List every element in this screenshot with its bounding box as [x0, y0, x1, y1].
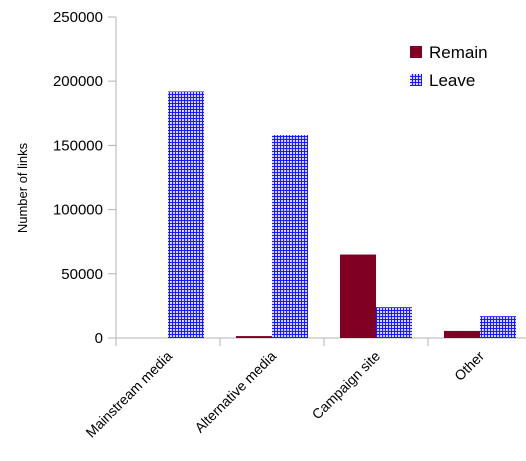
legend-swatch-remain: [410, 46, 422, 58]
legend-label-leave: Leave: [429, 71, 475, 90]
legend-swatch-leave: [410, 74, 422, 86]
legend: Remain Leave: [410, 43, 488, 90]
y-tick-label: 100000: [53, 202, 103, 219]
y-axis: 0 50000 100000 150000 200000 250000: [53, 9, 117, 347]
legend-label-remain: Remain: [429, 43, 488, 62]
y-tick-label: 150000: [53, 137, 103, 154]
bar-leave-campaign-site: [376, 307, 412, 338]
y-tick-label: 250000: [53, 9, 103, 26]
y-axis-title: Number of links: [15, 142, 30, 233]
bar-leave-alternative-media: [272, 135, 308, 338]
bar-leave-mainstream-media: [168, 91, 204, 338]
bar-remain-alternative-media: [236, 336, 272, 338]
bar-remain-other: [444, 330, 480, 338]
x-axis: Mainstream media Alternative media Campaig…: [82, 337, 526, 441]
x-tick-label: Alternative media: [191, 348, 279, 436]
bar-leave-other: [480, 316, 516, 338]
x-tick-label: Other: [451, 348, 487, 384]
x-tick-label: Campaign site: [309, 348, 384, 423]
bar-remain-campaign-site: [340, 254, 376, 338]
bars: [168, 91, 516, 338]
x-tick-label: Mainstream media: [82, 348, 175, 441]
y-tick-label: 200000: [53, 73, 103, 90]
y-tick-label: 0: [95, 330, 103, 347]
y-tick-label: 50000: [61, 266, 103, 283]
